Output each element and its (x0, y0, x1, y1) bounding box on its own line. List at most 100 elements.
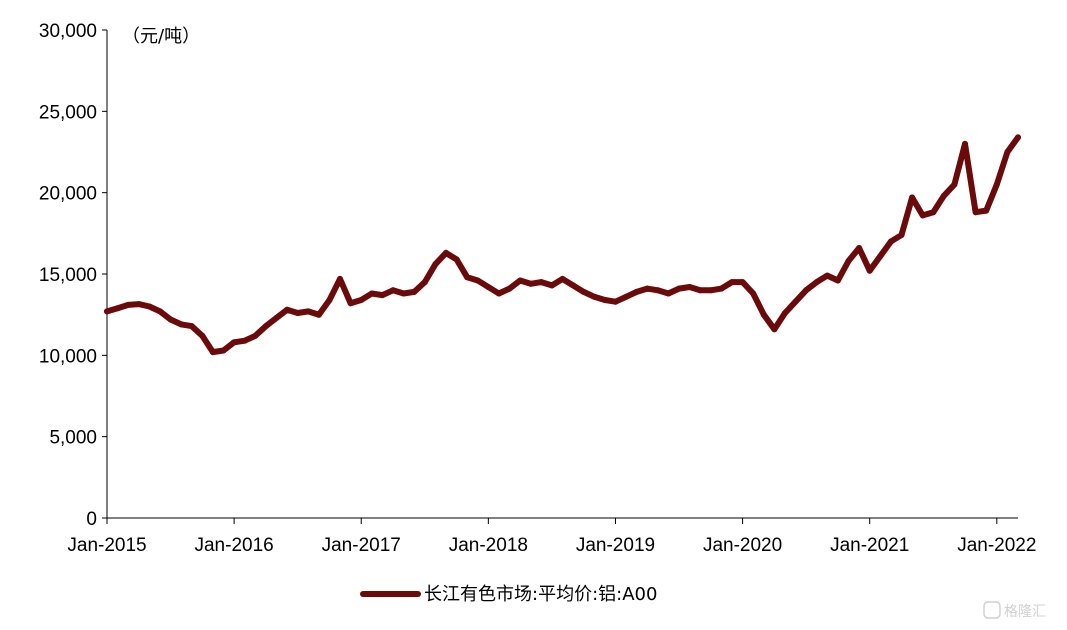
data-point (686, 284, 693, 290)
x-axis: Jan-2015 Jan-2016 Jan-2017 Jan-2018 Jan-2019… (67, 517, 1036, 556)
data-point (220, 347, 227, 354)
data-point (654, 287, 661, 294)
data-point (962, 140, 968, 147)
data-point (856, 245, 863, 251)
watermark: 格隆汇 (983, 601, 1046, 620)
data-point (294, 310, 301, 316)
data-point (453, 256, 460, 263)
data-point (570, 282, 577, 289)
y-tick-label: 5,000 (49, 428, 97, 449)
y-tick-label: 20,000 (39, 184, 97, 205)
data-point (326, 297, 333, 303)
x-tick-label: Jan-2019 (576, 535, 655, 556)
data-point (315, 311, 322, 318)
data-point (676, 285, 682, 292)
data-point (231, 339, 238, 346)
data-point (538, 279, 545, 286)
data-point (167, 316, 174, 323)
data-point (750, 290, 757, 297)
x-tick-label: Jan-2020 (703, 535, 782, 556)
data-point (983, 207, 990, 214)
data-point (379, 292, 386, 299)
data-point (623, 293, 630, 300)
data-point (199, 332, 206, 339)
data-point (178, 321, 185, 328)
data-point (739, 279, 746, 286)
data-point (241, 337, 248, 344)
data-point (432, 261, 439, 268)
x-tick-label: Jan-2015 (67, 535, 146, 556)
data-point (919, 212, 926, 219)
watermark-text: 格隆汇 (1004, 604, 1046, 620)
data-point (273, 314, 280, 321)
y-tick-label: 30,000 (39, 21, 97, 42)
data-point (782, 310, 788, 316)
data-point (909, 194, 916, 201)
x-tick-label: Jan-2018 (449, 535, 528, 556)
y-unit-label: （元/吨） (122, 26, 200, 47)
data-point (887, 238, 894, 245)
data-point (548, 282, 555, 289)
data-point (866, 267, 873, 274)
data-point (146, 303, 153, 310)
x-tick-label: Jan-2021 (830, 535, 909, 556)
data-point (559, 275, 566, 282)
y-tick-label: 10,000 (39, 346, 97, 367)
data-point (898, 232, 905, 238)
data-point (305, 308, 312, 315)
data-point (993, 181, 1000, 188)
data-point (400, 290, 407, 297)
data-point (527, 280, 534, 287)
data-point (443, 249, 449, 256)
data-point (729, 279, 735, 286)
data-point (1015, 134, 1021, 141)
watermark-logo-icon (983, 601, 1001, 619)
data-point (421, 279, 428, 286)
data-point (972, 209, 979, 216)
data-point (284, 306, 291, 313)
data-point (347, 300, 354, 307)
x-tick-label: Jan-2017 (322, 535, 401, 556)
data-point (580, 288, 587, 295)
data-point (845, 258, 852, 264)
data-point (771, 326, 778, 333)
data-point (803, 287, 810, 294)
data-point (358, 297, 365, 303)
data-point (760, 311, 767, 318)
y-tick-label: 0 (86, 509, 97, 530)
x-tick-label: Jan-2022 (957, 535, 1036, 556)
data-point (601, 297, 608, 303)
data-point (474, 277, 481, 284)
data-point (697, 287, 704, 294)
data-point (495, 290, 502, 297)
y-tick-label: 15,000 (39, 265, 97, 286)
data-point (633, 288, 640, 295)
data-point (506, 285, 513, 292)
data-point (644, 285, 651, 292)
data-point (337, 275, 343, 282)
data-point (707, 287, 714, 294)
legend-label: 长江有色市场:平均价:铝:A00 (424, 584, 657, 605)
data-point (464, 274, 471, 281)
data-point (485, 284, 492, 290)
data-point (834, 277, 841, 284)
data-point (104, 308, 110, 315)
series-line-0 (104, 134, 1021, 356)
data-point (114, 305, 121, 312)
data-point (390, 287, 396, 294)
data-point (517, 277, 524, 284)
data-point (135, 301, 142, 308)
data-point (262, 323, 269, 330)
data-point (252, 332, 259, 339)
data-point (591, 293, 598, 300)
data-point (718, 285, 725, 292)
data-point (940, 192, 947, 199)
legend: 长江有色市场:平均价:铝:A00 (360, 584, 657, 605)
data-point (1004, 149, 1011, 155)
data-point (209, 349, 216, 356)
data-point (813, 279, 820, 286)
data-point (665, 290, 672, 297)
y-axis: 0 5,000 10,000 15,000 20,000 25,000 30,000 (39, 21, 108, 530)
data-point (368, 290, 375, 297)
